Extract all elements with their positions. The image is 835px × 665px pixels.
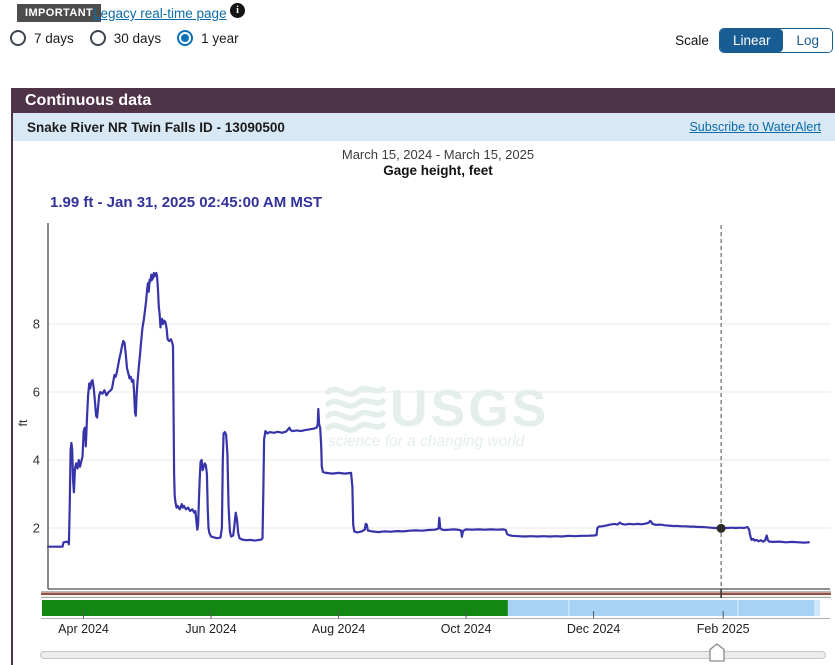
quality-stripe <box>41 591 831 592</box>
x-tick-label: Oct 2024 <box>441 622 492 636</box>
quality-stripe <box>41 597 831 598</box>
radio-circle-icon <box>89 30 106 46</box>
approval-bar-seam <box>568 600 570 616</box>
radio-30-days[interactable]: 30 days <box>89 30 162 46</box>
scale-toggle-group: Linear Log <box>718 28 833 53</box>
scale-toggle-row: Scale Linear Log <box>675 28 833 53</box>
scale-label: Scale <box>675 33 709 48</box>
x-tick-label: Aug 2024 <box>312 622 366 636</box>
chart-parameter-title: Gage height, feet <box>383 163 493 178</box>
gage-height-series-line <box>46 271 810 548</box>
usgs-watermark-text: USGS <box>390 380 549 438</box>
scale-log-button[interactable]: Log <box>783 29 832 52</box>
cursor-readout: 1.99 ft - Jan 31, 2025 02:45:00 AM MST <box>50 194 323 211</box>
usgs-watermark-tagline: science for a changing world <box>328 433 526 450</box>
approval-bar-segment <box>814 600 820 616</box>
x-tick-label: Dec 2024 <box>567 622 621 636</box>
approval-bar-seam <box>737 600 739 616</box>
approval-bar-approved <box>42 600 508 616</box>
quality-stripe <box>41 595 831 597</box>
cursor-point <box>716 523 726 533</box>
y-axis-label: ft <box>16 419 30 426</box>
continuous-data-panel: Continuous data Snake River NR Twin Fall… <box>11 88 835 665</box>
usgs-waves-icon <box>325 409 386 421</box>
radio-label: 1 year <box>201 30 239 46</box>
legacy-realtime-link[interactable]: Legacy real-time page <box>93 6 227 21</box>
x-tick-label: Jun 2024 <box>185 622 236 636</box>
radio-7-days[interactable]: 7 days <box>10 30 74 46</box>
x-tick-label: Feb 2025 <box>697 622 750 636</box>
y-tick-label: 4 <box>33 453 40 468</box>
time-range-radios: 7 days 30 days 1 year <box>10 30 255 46</box>
y-tick-label: 6 <box>33 385 40 400</box>
station-bar: Snake River NR Twin Falls ID - 13090500 … <box>13 113 835 141</box>
scale-linear-button[interactable]: Linear <box>719 29 784 52</box>
info-icon[interactable]: i <box>230 3 245 18</box>
y-tick-label: 2 <box>33 521 40 536</box>
usgs-waves-icon <box>325 385 386 397</box>
important-badge: IMPORTANT <box>17 4 102 22</box>
station-name: Snake River NR Twin Falls ID - 13090500 <box>27 119 285 135</box>
time-slider-handle[interactable] <box>709 643 725 662</box>
panel-title: Continuous data <box>13 88 835 113</box>
cursor-stripe-tick <box>720 589 722 598</box>
x-tick-label: Apr 2024 <box>58 622 109 636</box>
y-tick-label: 8 <box>33 317 40 332</box>
subscribe-wateralert-link[interactable]: Subscribe to WaterAlert <box>689 120 821 134</box>
radio-label: 30 days <box>113 30 162 46</box>
usgs-waves-icon <box>325 397 386 409</box>
radio-circle-icon <box>10 30 26 46</box>
quality-stripe <box>41 592 831 595</box>
radio-1-year[interactable]: 1 year <box>177 30 239 46</box>
time-slider-track[interactable] <box>40 651 826 659</box>
chart-date-range: March 15, 2024 - March 15, 2025 <box>341 147 535 162</box>
radio-label: 7 days <box>34 30 74 46</box>
usgs-waves-icon <box>325 421 386 433</box>
radio-circle-icon <box>177 30 194 46</box>
approval-bar-provisional <box>507 600 820 616</box>
